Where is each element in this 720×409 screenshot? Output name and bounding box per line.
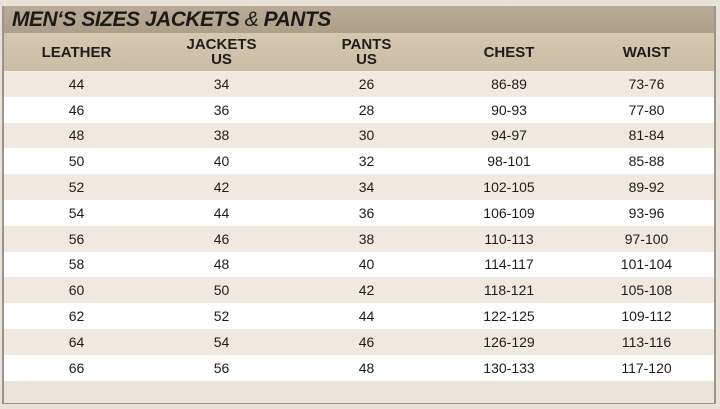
- title-amp: &: [244, 8, 259, 31]
- table-cell: 58: [68, 256, 85, 273]
- table-cell: 86-89: [491, 75, 527, 92]
- column-header: PANTS US: [294, 37, 439, 67]
- table-row: 56 46 38 110-113 97-100: [4, 225, 714, 252]
- table-cell: 42: [213, 179, 230, 196]
- table-cell: 42: [358, 282, 375, 299]
- table-cell: 46: [213, 230, 230, 247]
- table-row: 58 48 40 114-117 101-104: [4, 251, 714, 278]
- table-cell: 109-112: [621, 308, 672, 325]
- table-cell: 44: [358, 308, 375, 325]
- table-cell: 102-105: [483, 179, 535, 196]
- table-body: 44 34 26 86-89 73-76 46 36 28 90-93 77-80 48 38 30 94…: [4, 71, 714, 381]
- table-cell: 48: [358, 359, 375, 376]
- table-cell: 36: [213, 101, 230, 118]
- table-cell: 60: [68, 282, 85, 299]
- table-row: 62 52 44 122-125 109-112: [4, 303, 714, 329]
- table-cell: 52: [68, 179, 85, 196]
- table-row: 66 56 48 130-133 117-120: [4, 354, 714, 381]
- table-cell: 38: [213, 127, 230, 144]
- table-cell: 114-117: [484, 256, 534, 273]
- table-cell: 62: [68, 308, 85, 325]
- table-cell: 50: [213, 282, 230, 299]
- table-row: 52 42 34 102-105 89-92: [4, 174, 714, 200]
- table-cell: 26: [358, 75, 375, 92]
- column-header: WAIST: [579, 45, 714, 60]
- table-cell: 40: [358, 256, 375, 273]
- table-cell: 122-125: [483, 308, 535, 325]
- table-cell: 126-129: [483, 333, 535, 350]
- table-cell: 44: [68, 75, 85, 92]
- table-cell: 34: [358, 179, 375, 196]
- chart-title: MEN‘S SIZES JACKETS & PANTS: [4, 6, 714, 33]
- table-cell: 101-104: [620, 256, 673, 273]
- header-line: JACKETS: [186, 36, 257, 53]
- table-row: 46 36 28 90-93 77-80: [4, 96, 714, 123]
- table-cell: 28: [358, 101, 375, 118]
- table-cell: 56: [213, 359, 230, 376]
- table-row: 54 44 36 106-109 93-96: [4, 199, 714, 226]
- table-cell: 130-133: [483, 359, 535, 376]
- table-cell: 106-109: [483, 204, 535, 221]
- header-line: US: [211, 51, 232, 68]
- table-cell: 98-101: [487, 153, 531, 170]
- table-cell: 50: [68, 153, 85, 170]
- table-cell: 38: [358, 230, 375, 247]
- table-footer: [4, 380, 714, 403]
- table-cell: 97-100: [624, 230, 669, 247]
- table-cell: 48: [68, 127, 85, 144]
- table-cell: 93-96: [628, 204, 665, 221]
- table-cell: 89-92: [628, 179, 665, 196]
- table-row: 48 38 30 94-97 81-84: [4, 122, 714, 149]
- table-cell: 117-120: [621, 359, 672, 376]
- table-cell: 56: [68, 230, 85, 247]
- table-cell: 85-88: [628, 153, 665, 170]
- header-line: CHEST: [483, 43, 535, 61]
- table-row: 60 50 42 118-121 105-108: [4, 277, 714, 304]
- table-cell: 40: [213, 153, 230, 170]
- table-cell: 113-116: [621, 333, 672, 350]
- column-header: JACKETS US: [149, 37, 294, 67]
- table-row: 50 40 32 98-101 85-88: [4, 148, 714, 175]
- size-chart: MEN‘S SIZES JACKETS & PANTS LEATHER JACKE…: [2, 6, 716, 404]
- table-cell: 32: [358, 153, 375, 170]
- table-cell: 94-97: [491, 127, 527, 144]
- column-header: CHEST: [439, 45, 579, 60]
- table-cell: 54: [213, 333, 230, 350]
- header-line: US: [356, 51, 377, 68]
- table-cell: 34: [213, 75, 230, 92]
- table-cell: 46: [68, 101, 85, 118]
- table-cell: 90-93: [491, 101, 527, 118]
- table-cell: 44: [213, 204, 230, 221]
- table-cell: 36: [358, 204, 375, 221]
- table-row: 44 34 26 86-89 73-76: [4, 71, 714, 97]
- table-cell: 46: [358, 333, 375, 350]
- table-row: 64 54 46 126-129 113-116: [4, 328, 714, 355]
- table-cell: 52: [213, 308, 230, 325]
- table-cell: 64: [68, 333, 85, 350]
- table-cell: 81-84: [628, 127, 665, 144]
- header-line: WAIST: [622, 43, 671, 61]
- column-header: LEATHER: [4, 45, 149, 60]
- title-main: MEN‘S SIZES JACKETS: [12, 8, 240, 31]
- header-line: LEATHER: [41, 43, 112, 61]
- table-cell: 105-108: [620, 282, 673, 299]
- table-cell: 118-121: [483, 282, 535, 299]
- table-cell: 77-80: [628, 101, 665, 118]
- table-cell: 73-76: [628, 75, 665, 92]
- table-cell: 110-113: [484, 230, 534, 247]
- table-cell: 48: [213, 256, 230, 273]
- table-cell: 30: [358, 127, 375, 144]
- table-cell: 54: [68, 204, 85, 221]
- table-header: LEATHER JACKETS US PANTS US CHEST WAIST: [4, 33, 714, 71]
- table-cell: 66: [68, 359, 85, 376]
- title-tail: PANTS: [263, 8, 332, 31]
- header-line: PANTS: [341, 36, 392, 53]
